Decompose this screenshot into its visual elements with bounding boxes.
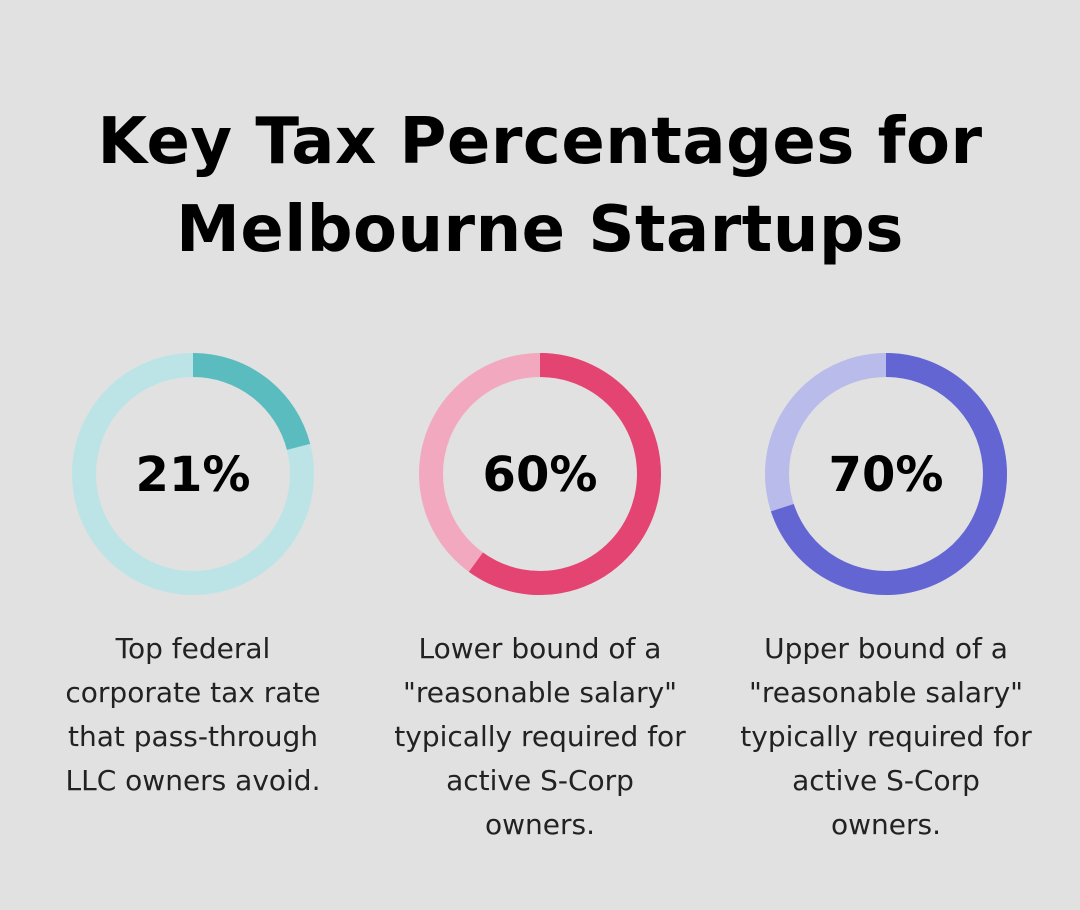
stat-description-3: Upper bound of a "reasonable salary" typ… — [740, 632, 1032, 841]
donut-chart-3 — [765, 353, 1007, 595]
donut-chart-1 — [72, 353, 314, 595]
stat-description-1: Top federal corporate tax rate that pass… — [65, 632, 321, 797]
stat-description-2: Lower bound of a "reasonable salary" typ… — [394, 632, 686, 841]
donut-chart-2 — [419, 353, 661, 595]
donut-label-2: 60% — [482, 447, 598, 503]
page-title: Key Tax Percentages for Melbourne Startu… — [0, 98, 1080, 274]
donut-value-arc-1 — [192, 353, 311, 451]
donut-value-arc-2 — [468, 353, 661, 595]
title-line-2: Melbourne Startups — [176, 193, 904, 267]
title-line-1: Key Tax Percentages for — [97, 105, 983, 179]
donut-label-3: 70% — [828, 447, 944, 503]
donut-label-1: 21% — [135, 447, 251, 503]
donut-value-arc-3 — [770, 353, 1007, 595]
